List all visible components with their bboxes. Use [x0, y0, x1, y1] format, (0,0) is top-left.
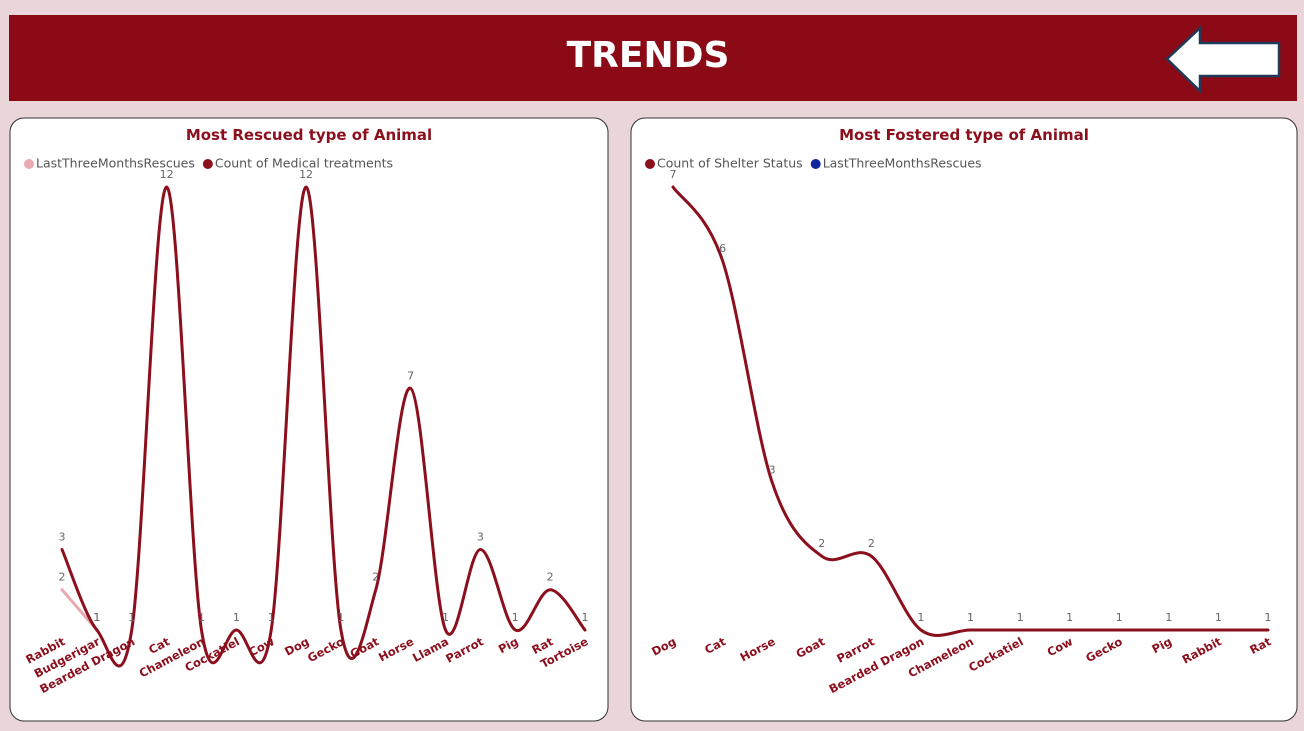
chart-title: Most Fostered type of Animal — [839, 126, 1089, 144]
chart-panel — [630, 117, 1298, 722]
data-label: 1 — [93, 611, 100, 624]
data-label: 2 — [372, 571, 379, 584]
legend-marker — [645, 159, 655, 169]
data-label: 1 — [512, 611, 519, 624]
data-label: 1 — [1215, 611, 1222, 624]
data-label: 1 — [442, 611, 449, 624]
data-label: 1 — [1066, 611, 1073, 624]
data-label: 1 — [1165, 611, 1172, 624]
legend-marker — [810, 159, 821, 169]
data-label: 2 — [59, 571, 66, 584]
legend-marker — [202, 159, 213, 169]
data-label: 1 — [967, 611, 974, 624]
data-label: 1 — [268, 611, 275, 624]
header-banner — [9, 15, 1297, 101]
line-series — [60, 185, 587, 668]
back-button[interactable] — [1165, 25, 1281, 94]
chart-panel — [9, 117, 609, 722]
data-label: 1 — [198, 611, 205, 624]
data-label: 1 — [93, 611, 100, 624]
legend-label: LastThreeMonthsRescues — [36, 156, 195, 171]
data-label: 7 — [670, 168, 677, 181]
data-label: 1 — [1265, 611, 1272, 624]
legend-marker — [24, 159, 34, 169]
legend-label: Count of Medical treatments — [215, 156, 393, 171]
chart-title: Most Rescued type of Animal — [186, 126, 432, 144]
data-label: 1 — [582, 611, 589, 624]
legend-label: Count of Shelter Status — [657, 156, 803, 171]
line-series — [671, 185, 1270, 637]
back-arrow[interactable] — [1165, 25, 1281, 94]
data-label: 6 — [719, 242, 726, 255]
data-label: 1 — [233, 611, 240, 624]
data-label: 1 — [917, 611, 924, 624]
data-label: 1 — [1017, 611, 1024, 624]
data-label: 3 — [769, 463, 776, 476]
data-label: 1 — [1116, 611, 1123, 624]
data-label: 3 — [477, 530, 484, 543]
data-label: 2 — [868, 537, 875, 550]
data-label: 3 — [59, 530, 66, 543]
data-label: 12 — [299, 168, 313, 181]
data-label: 1 — [128, 611, 135, 624]
data-label: 2 — [818, 537, 825, 550]
data-label: 7 — [407, 369, 414, 382]
data-label: 2 — [547, 571, 554, 584]
legend-label: LastThreeMonthsRescues — [823, 156, 982, 171]
data-label: 1 — [337, 611, 344, 624]
data-label: 12 — [160, 168, 174, 181]
page-title: TRENDS — [567, 35, 730, 76]
